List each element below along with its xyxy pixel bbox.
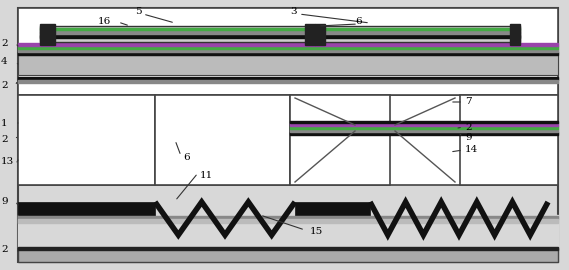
Bar — [290, 132, 558, 135]
Text: 2: 2 — [1, 245, 7, 255]
Bar — [18, 55, 558, 75]
Bar — [290, 121, 558, 123]
Text: 1: 1 — [1, 119, 7, 127]
Bar — [18, 49, 558, 52]
Bar — [18, 248, 558, 262]
Text: 9: 9 — [465, 133, 472, 141]
Bar — [18, 43, 558, 46]
Bar — [460, 95, 558, 185]
Text: 14: 14 — [465, 146, 479, 154]
Bar — [290, 123, 558, 126]
Text: 13: 13 — [1, 157, 14, 167]
Text: 6: 6 — [355, 18, 362, 26]
Bar — [295, 202, 370, 215]
Bar — [18, 216, 558, 219]
Bar — [18, 95, 155, 185]
Bar — [18, 219, 558, 223]
Bar — [290, 95, 390, 185]
Bar — [40, 24, 55, 45]
Text: 16: 16 — [98, 18, 112, 26]
Bar — [18, 247, 558, 250]
Bar — [40, 26, 315, 42]
Text: 15: 15 — [310, 228, 323, 237]
Bar — [510, 24, 520, 45]
Text: 2: 2 — [1, 39, 7, 48]
Text: 2: 2 — [465, 123, 472, 131]
Bar — [315, 28, 520, 30]
Bar — [290, 126, 558, 129]
Text: 7: 7 — [465, 97, 472, 106]
Bar — [18, 46, 558, 49]
Text: 4: 4 — [1, 58, 7, 66]
Bar — [18, 202, 155, 215]
Bar — [315, 26, 520, 42]
Bar — [18, 77, 558, 80]
Bar — [40, 28, 315, 30]
Bar — [18, 80, 558, 83]
Text: 2: 2 — [1, 136, 7, 144]
Bar — [290, 129, 558, 132]
Text: 2: 2 — [1, 82, 7, 90]
Text: 3: 3 — [290, 8, 296, 16]
Bar — [315, 35, 520, 38]
Text: 6: 6 — [183, 154, 189, 163]
Bar — [40, 35, 315, 38]
Bar — [18, 8, 558, 95]
Text: 5: 5 — [135, 8, 142, 16]
Bar — [155, 95, 290, 185]
Text: 11: 11 — [200, 170, 213, 180]
Bar — [18, 52, 558, 55]
Bar — [40, 31, 315, 34]
Bar — [18, 215, 558, 247]
Text: 9: 9 — [1, 197, 7, 205]
Bar — [315, 31, 520, 34]
Bar — [315, 24, 325, 45]
Bar — [305, 24, 315, 45]
Bar — [18, 95, 558, 185]
